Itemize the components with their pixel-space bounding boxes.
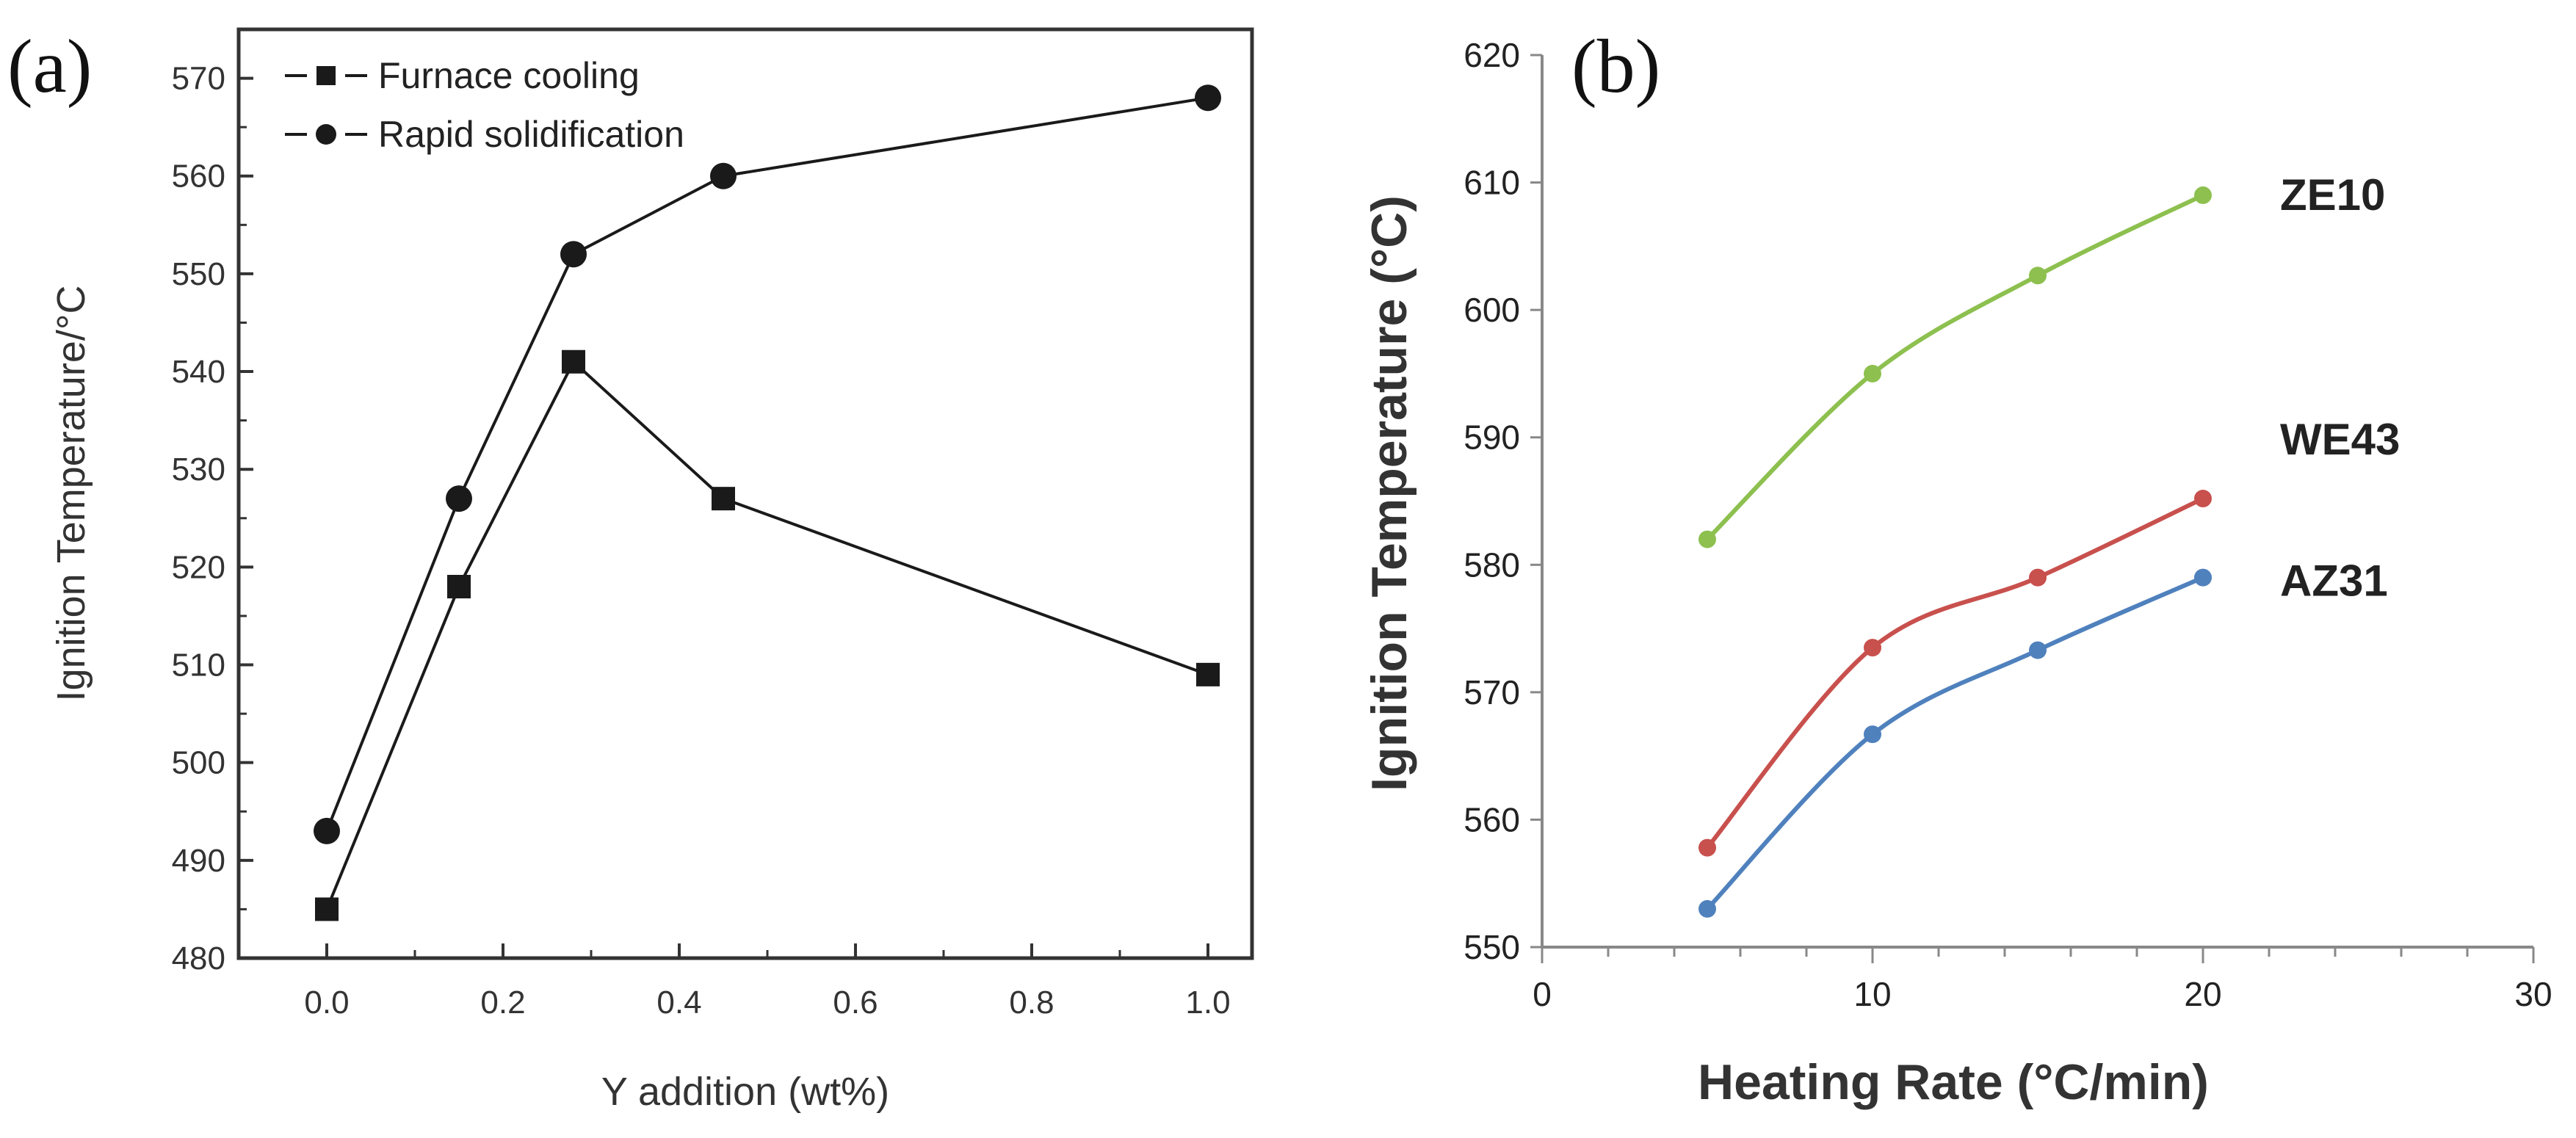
panel-a-ticks: 480 490 500 510 520 530 540 550 560 570 0.0 0.2 0.4 0… [172,61,1231,1021]
a-point-furnace-cooling [562,349,585,374]
b-point-ze10 [2194,186,2212,204]
a-x-tick-label: 0.6 [833,985,878,1021]
a-y-tick-label: 540 [172,354,225,390]
b-y-tick-label: 620 [1464,36,1520,74]
a-x-tick-label: 0.2 [480,985,525,1021]
panel-b-series-markers [1698,186,2212,918]
a-y-tick-label: 530 [172,452,225,488]
a-point-rapid-solidification [446,485,472,512]
a-series-line-furnace-cooling [325,359,1209,910]
panel-b-x-axis-title: Heating Rate (°C/min) [1698,1054,2209,1110]
a-y-tick-label: 560 [172,159,225,195]
b-series-line-we43 [1705,496,2204,849]
panel-b-y-axis-title: Ignition Temperature (°C) [1361,195,1417,791]
a-legend-label: Furnace cooling [378,55,640,96]
b-y-tick-label: 570 [1464,673,1520,711]
b-x-tick-label: 20 [2184,975,2221,1013]
b-y-tick-label: 610 [1464,164,1520,202]
b-point-az31 [1698,899,1716,918]
a-x-tick-label: 0.4 [656,985,701,1021]
b-y-tick-label: 590 [1464,418,1520,457]
b-point-we43 [1864,639,1881,657]
a-legend-label: Rapid solidification [378,114,684,155]
b-point-we43 [2029,568,2047,587]
b-y-tick-label: 560 [1464,800,1520,838]
b-y-tick-label: 580 [1464,546,1520,584]
b-point-az31 [2029,641,2047,659]
b-series-line-az31 [1705,575,2204,910]
b-series-label-az31: AZ31 [2280,557,2388,606]
panel-a-chart: (a) 480 490 500 510 520 530 540 550 560 570 0.0 0.2… [7,24,1254,1114]
a-series-line-rapid-solidification [325,96,1209,832]
a-x-tick-label: 0.0 [304,985,349,1021]
a-point-furnace-cooling [315,897,339,921]
a-point-rapid-solidification [710,162,737,189]
panel-a-plot-frame [236,27,1254,960]
panel-a-x-axis-title: Y addition (wt%) [601,1070,889,1114]
b-point-az31 [2194,568,2212,587]
b-series-line-ze10 [1705,193,2204,541]
b-point-we43 [1698,838,1716,857]
panel-a-y-axis-title: Ignition Temperature/°C [49,286,93,702]
panel-b-series-lines [1705,193,2204,910]
panel-a-label: (a) [7,24,92,109]
b-point-az31 [1864,725,1881,744]
b-series-label-ze10: ZE10 [2280,170,2385,220]
a-x-tick-label: 0.8 [1009,985,1054,1021]
b-y-tick-label: 600 [1464,291,1520,329]
b-point-ze10 [2029,267,2047,285]
a-point-furnace-cooling [447,575,471,598]
b-x-tick-label: 30 [2514,975,2552,1013]
a-y-tick-label: 490 [172,843,225,879]
a-point-rapid-solidification [314,817,340,844]
panel-a-legend: Furnace cooling Rapid solidification [285,55,684,155]
b-y-tick-label: 550 [1464,928,1520,966]
a-point-furnace-cooling [712,487,735,511]
a-y-tick-label: 480 [172,941,225,976]
b-point-ze10 [1864,364,1881,383]
panel-b-chart: (b) 550 560 570 580 590 600 610 620 0 10 20 30 ZE10… [1361,24,2553,1110]
a-point-rapid-solidification [560,241,587,268]
panel-b-series-labels: ZE10 WE43 AZ31 [2280,170,2400,606]
b-point-ze10 [1698,530,1716,548]
b-x-tick-label: 0 [1533,975,1552,1013]
b-series-label-we43: WE43 [2280,415,2400,464]
b-x-tick-label: 10 [1853,975,1891,1013]
a-legend-marker [316,124,336,145]
a-point-furnace-cooling [1196,662,1220,686]
panel-a-series-markers [314,84,1221,921]
b-point-we43 [2194,490,2212,508]
panel-b-label: (b) [1571,24,1660,109]
a-point-rapid-solidification [1195,84,1221,112]
a-y-tick-label: 570 [172,61,225,97]
a-y-tick-label: 520 [172,549,225,585]
a-legend-marker [316,66,336,85]
panel-b-ticks: 550 560 570 580 590 600 610 620 0 10 20 30 [1464,36,2552,1013]
a-y-tick-label: 550 [172,256,225,292]
a-y-tick-label: 500 [172,745,225,781]
a-y-tick-label: 510 [172,648,225,684]
a-x-tick-label: 1.0 [1185,985,1230,1021]
